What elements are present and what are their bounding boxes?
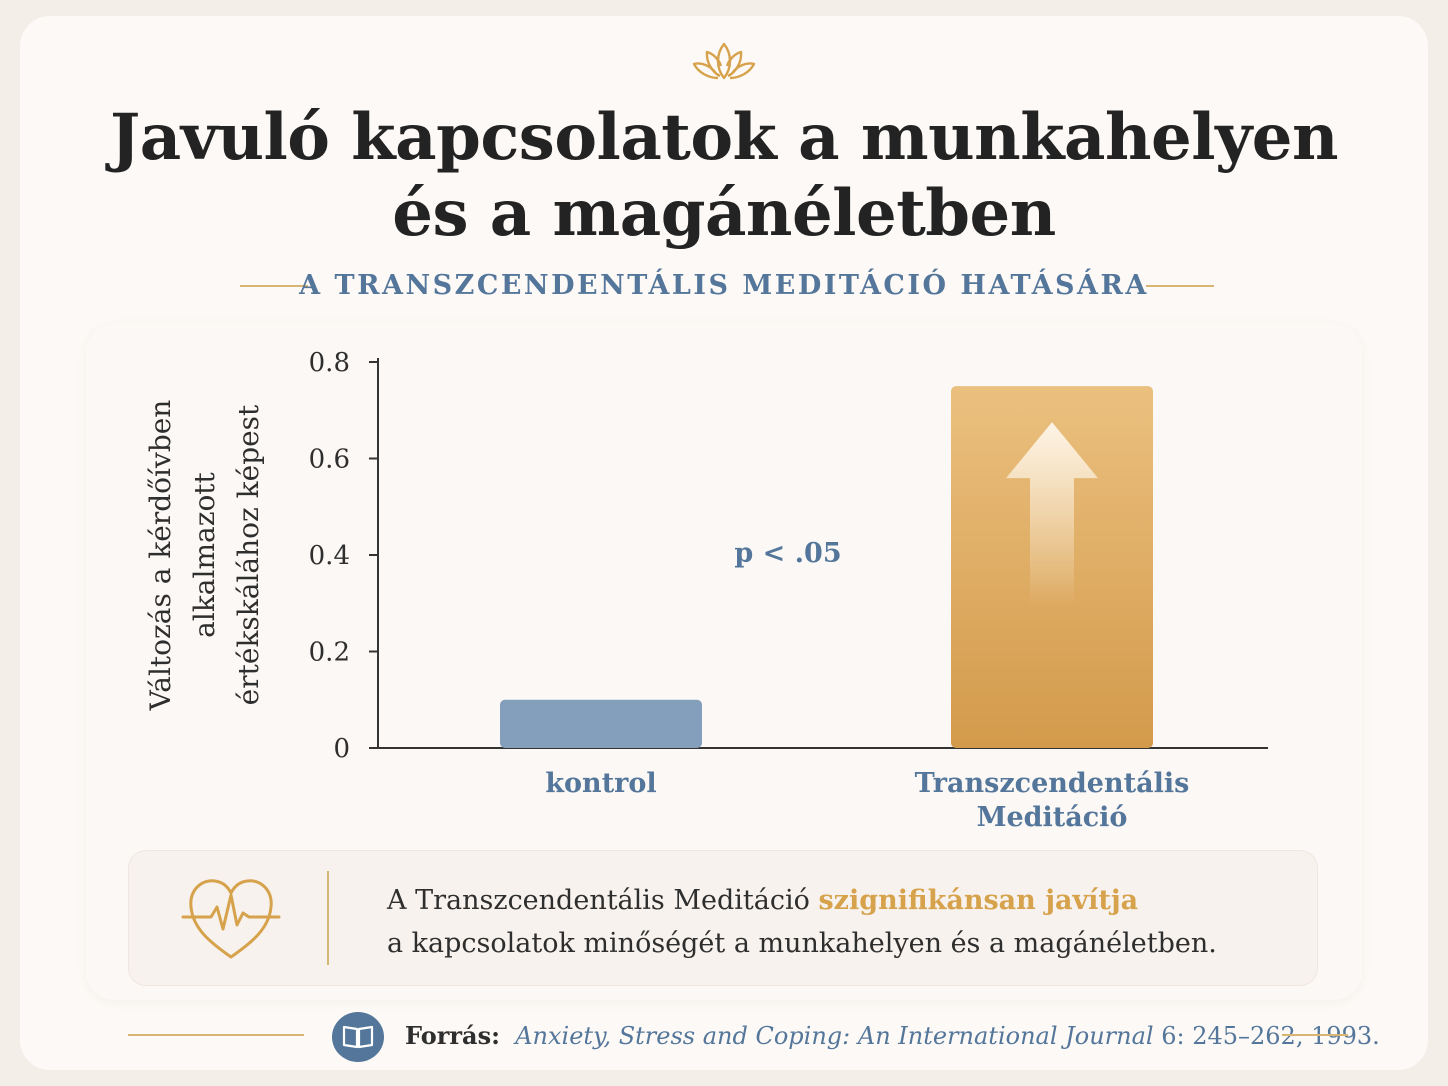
subtitle-row: A TRANSZCENDENTÁLIS MEDITÁCIÓ HATÁSÁRA [0,266,1448,306]
subtitle: A TRANSZCENDENTÁLIS MEDITÁCIÓ HATÁSÁRA [299,270,1149,301]
x-category-label: Transzcendentális [915,768,1190,799]
y-axis-label-line-3: értékskálához képest [232,404,265,706]
source-details: 6: 245–262, 1993. [1153,1022,1380,1050]
y-tick-label: 0.4 [309,541,350,571]
lotus-icon [692,42,756,80]
source-citation: Forrás: Anxiety, Stress and Coping: An I… [405,1018,1380,1054]
key-finding-highlight: szignifikánsan javítja [818,885,1139,916]
heart-pulse-icon [181,879,281,959]
y-tick-label: 0.8 [309,348,350,378]
x-category-label: Meditáció [977,802,1128,833]
bar-chart: 0 0.2 0.4 0.6 0.8 kontrol TranszcendentálisMe… [309,348,1268,833]
key-finding-text-line-2: a kapcsolatok minőségét a munkahelyen és… [387,928,1217,959]
title-line-1: Javuló kapcsolatok a munkahelyen [110,100,1339,175]
chart-ticks: 0 0.2 0.4 0.6 0.8 [309,348,378,764]
source-rule-left [128,1034,304,1036]
significance-annotation: p < .05 [734,538,841,569]
source-rule-right [1282,1034,1348,1036]
y-axis-label: Változás a kérdőívben alkalmazott értéks… [139,345,271,765]
y-axis-label-line-1: Változás a kérdőívben [144,399,177,711]
chart-bars [500,386,1153,748]
page-title: Javuló kapcsolatok a munkahelyen és a ma… [0,100,1448,252]
subtitle-rule-right [1146,285,1214,287]
y-axis-label-line-2: alkalmazott [188,472,221,638]
subtitle-rule-left [240,285,308,287]
y-tick-label: 0.6 [309,445,350,475]
book-icon [332,1012,384,1062]
key-finding-box: A Transzcendentális Meditáció szignifiká… [128,850,1318,986]
y-tick-label: 0 [333,734,350,764]
y-tick-label: 0.2 [309,638,350,668]
x-category-label: kontrol [545,768,656,799]
source-journal: Anxiety, Stress and Coping: An Internati… [515,1022,1154,1050]
source-label: Forrás: [405,1021,500,1050]
title-line-2: és a magánéletben [392,176,1056,251]
note-divider [327,871,329,965]
key-finding-text: A Transzcendentális Meditáció szignifiká… [387,879,1217,965]
source-row: Forrás: Anxiety, Stress and Coping: An I… [0,1012,1448,1062]
bar-kontrol [500,699,702,748]
key-finding-text-start: A Transzcendentális Meditáció [387,885,819,916]
up-arrow-icon [1006,422,1098,607]
